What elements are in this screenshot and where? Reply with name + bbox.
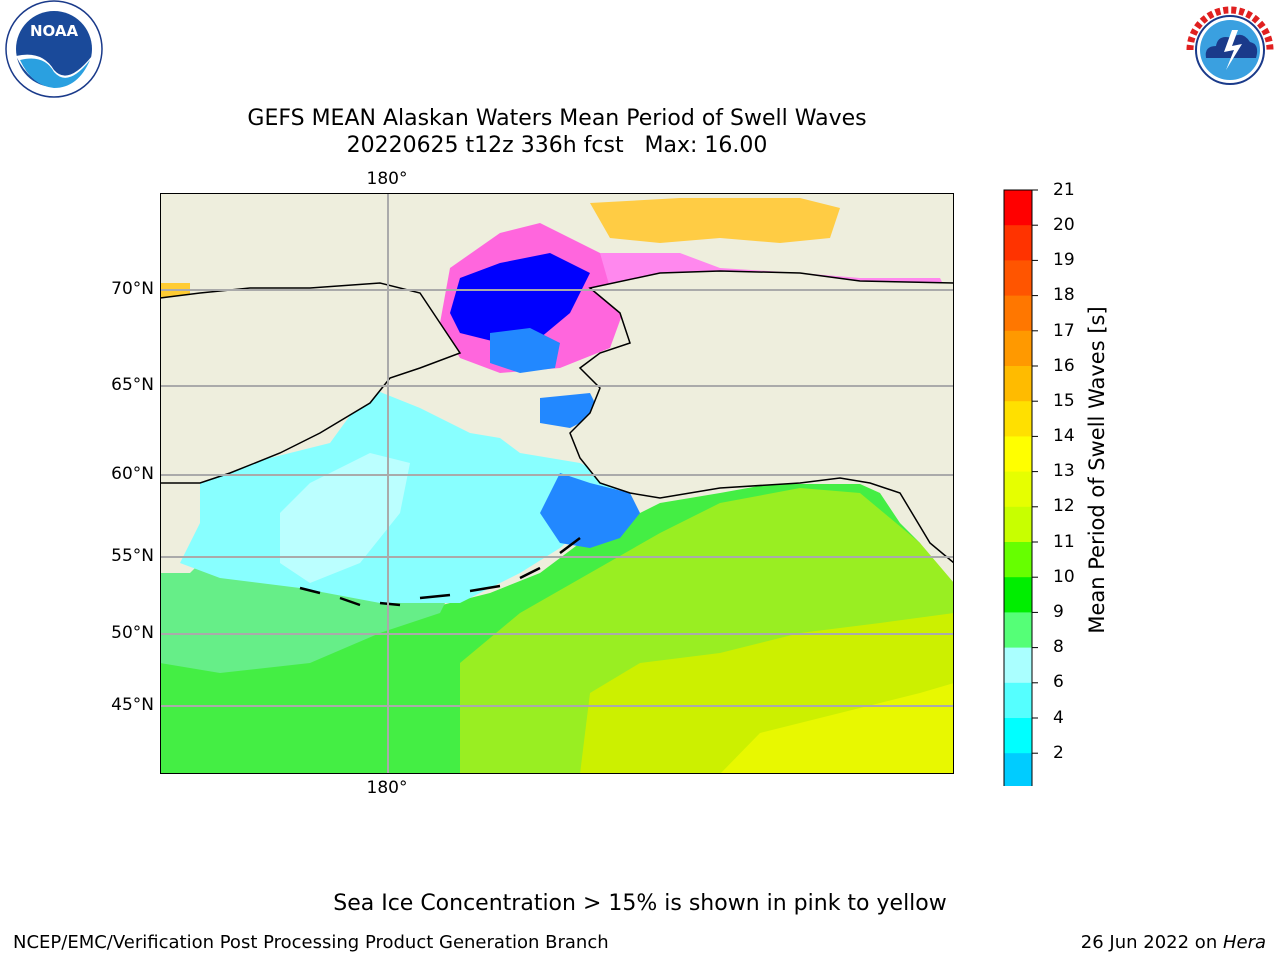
colorbar-tick-13: 13 (1053, 461, 1075, 481)
colorbar-segment (1004, 225, 1032, 261)
map-panel (160, 193, 954, 774)
chart-subtitle: 20220625 t12z 336h fcst Max: 16.00 (346, 133, 768, 158)
colorbar-segment (1004, 682, 1032, 719)
footer-branch: NCEP/EMC/Verification Post Processing Pr… (13, 932, 609, 953)
colorbar-segment (1004, 506, 1032, 543)
colorbar-tick-6: 6 (1053, 672, 1064, 692)
colorbar-tick-16: 16 (1053, 356, 1075, 376)
sea-ice-note: Sea Ice Concentration > 15% is shown in … (333, 891, 947, 916)
bristol-bay-blue (540, 473, 640, 548)
colorbar-tick-19: 19 (1053, 250, 1075, 270)
colorbar-tick-17: 17 (1053, 321, 1075, 341)
colorbar-segment (1004, 366, 1032, 402)
latitude-label-60: 60°N (111, 464, 154, 484)
graticule (160, 193, 954, 774)
bering-sea-light-cyan (280, 453, 410, 583)
colorbar (1003, 189, 1038, 786)
latitude-label-45: 45°N (111, 695, 154, 715)
colorbar-segment (1004, 190, 1032, 226)
colorbar-tick-2: 2 (1053, 743, 1064, 763)
colorbar-segment (1004, 753, 1032, 786)
chart-title: GEFS MEAN Alaskan Waters Mean Period of … (247, 106, 867, 131)
nws-logo (1182, 2, 1278, 98)
colorbar-tick-18: 18 (1053, 285, 1075, 305)
colorbar-title: Mean Period of Swell Waves [s] (1085, 306, 1109, 634)
colorbar-tick-11: 11 (1053, 532, 1075, 552)
bering-strait-blue (490, 328, 560, 373)
colorbar-segment (1004, 295, 1032, 332)
aleutian-islands (299, 537, 581, 607)
colorbar-segment (1004, 612, 1032, 649)
colorbar-tick-21: 21 (1053, 180, 1075, 200)
colorbar-tick-12: 12 (1053, 496, 1075, 516)
longitude-label-bottom: 180° (366, 778, 408, 798)
noaa-logo-text: NOAA (30, 22, 79, 40)
footer-date: 26 Jun 2022 on Hera (1081, 932, 1266, 953)
colorbar-segment (1004, 401, 1032, 437)
siberia-land (160, 282, 462, 484)
latitude-label-70: 70°N (111, 279, 154, 299)
colorbar-segment (1004, 260, 1032, 297)
colorbar-segment (1004, 436, 1032, 473)
footer-date-text: 26 Jun 2022 on (1080, 932, 1223, 953)
colorbar-tick-20: 20 (1053, 215, 1075, 235)
colorbar-tick-14: 14 (1053, 426, 1075, 446)
colorbar-segment (1004, 471, 1032, 508)
arctic-ice-fringe-yellow (590, 198, 840, 243)
chukchi-sea-deep-blue (450, 253, 590, 343)
colorbar-tick-4: 4 (1053, 708, 1064, 728)
alaska-land (569, 270, 954, 564)
map-border (160, 193, 954, 774)
map-canvas (160, 193, 954, 774)
footer-machine: Hera (1222, 932, 1266, 953)
colorbar-tick-15: 15 (1053, 391, 1075, 411)
colorbar-tick-10: 10 (1053, 567, 1075, 587)
colorbar-segment (1004, 542, 1032, 578)
colorbar-tick-8: 8 (1053, 637, 1064, 657)
colorbar-segment (1004, 647, 1032, 684)
colorbar-segment (1004, 577, 1032, 613)
noaa-logo: NOAA (5, 0, 103, 98)
latitude-label-55: 55°N (111, 546, 154, 566)
colorbar-tick-9: 9 (1053, 602, 1064, 622)
longitude-label-top: 180° (366, 169, 408, 189)
colorbar-segment (1004, 330, 1032, 367)
latitude-label-65: 65°N (111, 375, 154, 395)
latitude-label-50: 50°N (111, 623, 154, 643)
colorbar-segment (1004, 718, 1032, 754)
